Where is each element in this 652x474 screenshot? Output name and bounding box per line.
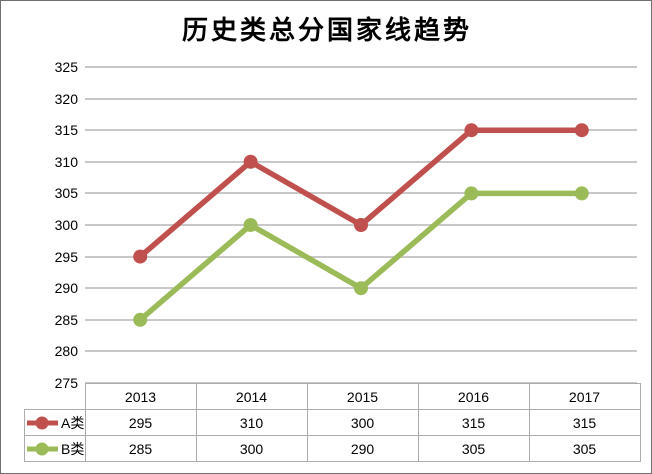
y-tick-label: 300 — [54, 217, 78, 233]
table-year-cell: 2016 — [417, 383, 530, 410]
table-value-cell: 315 — [417, 409, 530, 436]
legend-key: B类 — [25, 439, 85, 459]
table-year-cell: 2017 — [528, 383, 641, 410]
table-year-cell: 2015 — [306, 383, 419, 410]
y-tick-label: 310 — [54, 153, 78, 170]
table-header-row: 2013 2014 2015 2016 2017 — [25, 383, 641, 410]
table-value-cell: 290 — [306, 435, 419, 462]
table-value-cell: 295 — [84, 409, 197, 436]
data-point — [243, 154, 258, 169]
table-value-cell: 300 — [306, 409, 419, 436]
data-table: 2013 2014 2015 2016 2017 A类 295 310 300 315 315 B类 2… — [24, 383, 641, 462]
table-year-cell: 2014 — [195, 383, 308, 410]
data-point — [243, 218, 258, 232]
table-value-cell: 310 — [195, 409, 308, 436]
legend-key-icon — [27, 416, 58, 429]
table-year-cell: 2013 — [84, 383, 197, 410]
data-point — [354, 281, 368, 296]
y-tick-label: 305 — [54, 185, 78, 202]
table-value-cell: 315 — [528, 409, 641, 436]
data-point — [464, 186, 479, 201]
table-value-cell: 305 — [528, 435, 641, 462]
legend-cell: A类 — [24, 409, 86, 436]
y-tick-label: 275 — [54, 375, 78, 391]
table-series-row: B类 285 300 290 305 305 — [24, 435, 641, 462]
y-tick-label: 325 — [54, 59, 78, 75]
data-point — [133, 249, 148, 264]
y-tick-label: 285 — [54, 311, 78, 328]
legend-label: A类 — [61, 414, 85, 431]
y-tick-label: 315 — [54, 122, 78, 139]
table-corner-cell — [25, 384, 86, 410]
legend-key-icon — [27, 442, 58, 455]
table-series-row: A类 295 310 300 315 315 — [24, 409, 641, 436]
chart-title: 历史类总分国家线趋势 — [181, 15, 472, 45]
legend-key: A类 — [25, 413, 85, 433]
table-value-cell: 305 — [417, 435, 530, 462]
data-point — [133, 312, 148, 327]
y-tick-label: 290 — [54, 280, 78, 297]
data-point — [574, 186, 589, 201]
table-value-cell: 300 — [195, 435, 308, 462]
y-tick-label: 280 — [54, 343, 78, 360]
table-value-cell: 285 — [84, 435, 197, 462]
data-point — [464, 123, 479, 138]
legend-cell: B类 — [24, 435, 86, 462]
data-point — [574, 123, 589, 138]
y-tick-label: 295 — [54, 248, 78, 265]
y-tick-label: 320 — [54, 90, 78, 107]
legend-label: B类 — [61, 440, 85, 457]
data-point — [354, 218, 368, 232]
